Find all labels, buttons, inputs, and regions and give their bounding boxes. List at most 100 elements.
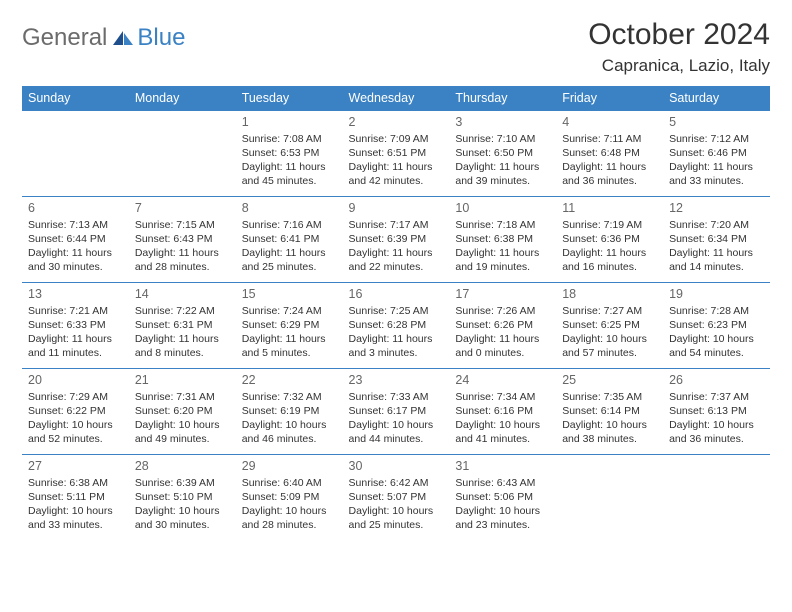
- sunrise-line: Sunrise: 7:21 AM: [28, 304, 123, 318]
- daylight-line: Daylight: 10 hours and 54 minutes.: [669, 332, 764, 360]
- daylight-line: Daylight: 11 hours and 25 minutes.: [242, 246, 337, 274]
- day-number: 30: [349, 458, 444, 475]
- calendar-cell: 30Sunrise: 6:42 AMSunset: 5:07 PMDayligh…: [343, 455, 450, 541]
- logo-sail-icon: [111, 29, 135, 47]
- day-number: 9: [349, 200, 444, 217]
- sunrise-line: Sunrise: 7:26 AM: [455, 304, 550, 318]
- calendar-cell: 25Sunrise: 7:35 AMSunset: 6:14 PMDayligh…: [556, 369, 663, 455]
- sunrise-line: Sunrise: 6:40 AM: [242, 476, 337, 490]
- sunset-line: Sunset: 6:33 PM: [28, 318, 123, 332]
- sunset-line: Sunset: 6:26 PM: [455, 318, 550, 332]
- calendar-cell: 9Sunrise: 7:17 AMSunset: 6:39 PMDaylight…: [343, 197, 450, 283]
- daylight-line: Daylight: 11 hours and 45 minutes.: [242, 160, 337, 188]
- day-number: 1: [242, 114, 337, 131]
- day-header: Tuesday: [236, 86, 343, 111]
- days-of-week-row: SundayMondayTuesdayWednesdayThursdayFrid…: [22, 86, 770, 111]
- daylight-line: Daylight: 11 hours and 22 minutes.: [349, 246, 444, 274]
- calendar-cell: 14Sunrise: 7:22 AMSunset: 6:31 PMDayligh…: [129, 283, 236, 369]
- daylight-line: Daylight: 10 hours and 46 minutes.: [242, 418, 337, 446]
- daylight-line: Daylight: 10 hours and 23 minutes.: [455, 504, 550, 532]
- calendar-cell: 5Sunrise: 7:12 AMSunset: 6:46 PMDaylight…: [663, 111, 770, 197]
- sunrise-line: Sunrise: 7:33 AM: [349, 390, 444, 404]
- daylight-line: Daylight: 10 hours and 33 minutes.: [28, 504, 123, 532]
- sunrise-line: Sunrise: 7:35 AM: [562, 390, 657, 404]
- sunset-line: Sunset: 5:10 PM: [135, 490, 230, 504]
- day-number: 15: [242, 286, 337, 303]
- day-header: Friday: [556, 86, 663, 111]
- calendar-cell-empty: [556, 455, 663, 541]
- day-header: Thursday: [449, 86, 556, 111]
- day-number: 7: [135, 200, 230, 217]
- daylight-line: Daylight: 10 hours and 25 minutes.: [349, 504, 444, 532]
- daylight-line: Daylight: 11 hours and 42 minutes.: [349, 160, 444, 188]
- sunrise-line: Sunrise: 7:25 AM: [349, 304, 444, 318]
- day-number: 31: [455, 458, 550, 475]
- sunset-line: Sunset: 6:36 PM: [562, 232, 657, 246]
- calendar-cell: 31Sunrise: 6:43 AMSunset: 5:06 PMDayligh…: [449, 455, 556, 541]
- calendar-cell: 8Sunrise: 7:16 AMSunset: 6:41 PMDaylight…: [236, 197, 343, 283]
- sunrise-line: Sunrise: 7:37 AM: [669, 390, 764, 404]
- location: Capranica, Lazio, Italy: [588, 56, 770, 76]
- daylight-line: Daylight: 10 hours and 36 minutes.: [669, 418, 764, 446]
- daylight-line: Daylight: 11 hours and 19 minutes.: [455, 246, 550, 274]
- daylight-line: Daylight: 11 hours and 3 minutes.: [349, 332, 444, 360]
- day-number: 27: [28, 458, 123, 475]
- sunset-line: Sunset: 5:11 PM: [28, 490, 123, 504]
- sunrise-line: Sunrise: 7:17 AM: [349, 218, 444, 232]
- calendar-cell: 16Sunrise: 7:25 AMSunset: 6:28 PMDayligh…: [343, 283, 450, 369]
- daylight-line: Daylight: 10 hours and 28 minutes.: [242, 504, 337, 532]
- sunrise-line: Sunrise: 7:10 AM: [455, 132, 550, 146]
- calendar-body: 1Sunrise: 7:08 AMSunset: 6:53 PMDaylight…: [22, 111, 770, 541]
- sunrise-line: Sunrise: 7:16 AM: [242, 218, 337, 232]
- day-number: 29: [242, 458, 337, 475]
- sunrise-line: Sunrise: 7:11 AM: [562, 132, 657, 146]
- calendar-cell: 19Sunrise: 7:28 AMSunset: 6:23 PMDayligh…: [663, 283, 770, 369]
- day-number: 2: [349, 114, 444, 131]
- day-header: Saturday: [663, 86, 770, 111]
- daylight-line: Daylight: 11 hours and 5 minutes.: [242, 332, 337, 360]
- header: General Blue October 2024 Capranica, Laz…: [22, 18, 770, 76]
- daylight-line: Daylight: 11 hours and 8 minutes.: [135, 332, 230, 360]
- calendar-cell: 17Sunrise: 7:26 AMSunset: 6:26 PMDayligh…: [449, 283, 556, 369]
- sunset-line: Sunset: 6:29 PM: [242, 318, 337, 332]
- day-number: 20: [28, 372, 123, 389]
- sunset-line: Sunset: 6:44 PM: [28, 232, 123, 246]
- sunrise-line: Sunrise: 7:15 AM: [135, 218, 230, 232]
- sunrise-line: Sunrise: 7:09 AM: [349, 132, 444, 146]
- sunset-line: Sunset: 6:39 PM: [349, 232, 444, 246]
- sunrise-line: Sunrise: 6:43 AM: [455, 476, 550, 490]
- daylight-line: Daylight: 11 hours and 28 minutes.: [135, 246, 230, 274]
- day-number: 24: [455, 372, 550, 389]
- daylight-line: Daylight: 11 hours and 30 minutes.: [28, 246, 123, 274]
- day-number: 4: [562, 114, 657, 131]
- daylight-line: Daylight: 11 hours and 39 minutes.: [455, 160, 550, 188]
- day-number: 22: [242, 372, 337, 389]
- day-number: 6: [28, 200, 123, 217]
- sunset-line: Sunset: 5:06 PM: [455, 490, 550, 504]
- calendar-cell: 29Sunrise: 6:40 AMSunset: 5:09 PMDayligh…: [236, 455, 343, 541]
- calendar-cell: 18Sunrise: 7:27 AMSunset: 6:25 PMDayligh…: [556, 283, 663, 369]
- sunset-line: Sunset: 6:22 PM: [28, 404, 123, 418]
- daylight-line: Daylight: 10 hours and 41 minutes.: [455, 418, 550, 446]
- sunset-line: Sunset: 6:34 PM: [669, 232, 764, 246]
- sunset-line: Sunset: 6:25 PM: [562, 318, 657, 332]
- calendar-cell-empty: [22, 111, 129, 197]
- daylight-line: Daylight: 10 hours and 52 minutes.: [28, 418, 123, 446]
- daylight-line: Daylight: 11 hours and 36 minutes.: [562, 160, 657, 188]
- sunset-line: Sunset: 6:23 PM: [669, 318, 764, 332]
- day-number: 5: [669, 114, 764, 131]
- logo: General Blue: [22, 18, 185, 52]
- day-number: 19: [669, 286, 764, 303]
- sunset-line: Sunset: 5:09 PM: [242, 490, 337, 504]
- calendar-cell: 4Sunrise: 7:11 AMSunset: 6:48 PMDaylight…: [556, 111, 663, 197]
- daylight-line: Daylight: 11 hours and 11 minutes.: [28, 332, 123, 360]
- sunrise-line: Sunrise: 6:42 AM: [349, 476, 444, 490]
- daylight-line: Daylight: 10 hours and 44 minutes.: [349, 418, 444, 446]
- calendar-table: SundayMondayTuesdayWednesdayThursdayFrid…: [22, 86, 770, 541]
- sunset-line: Sunset: 6:46 PM: [669, 146, 764, 160]
- daylight-line: Daylight: 10 hours and 57 minutes.: [562, 332, 657, 360]
- sunset-line: Sunset: 6:19 PM: [242, 404, 337, 418]
- calendar-cell: 7Sunrise: 7:15 AMSunset: 6:43 PMDaylight…: [129, 197, 236, 283]
- sunset-line: Sunset: 6:41 PM: [242, 232, 337, 246]
- sunset-line: Sunset: 6:16 PM: [455, 404, 550, 418]
